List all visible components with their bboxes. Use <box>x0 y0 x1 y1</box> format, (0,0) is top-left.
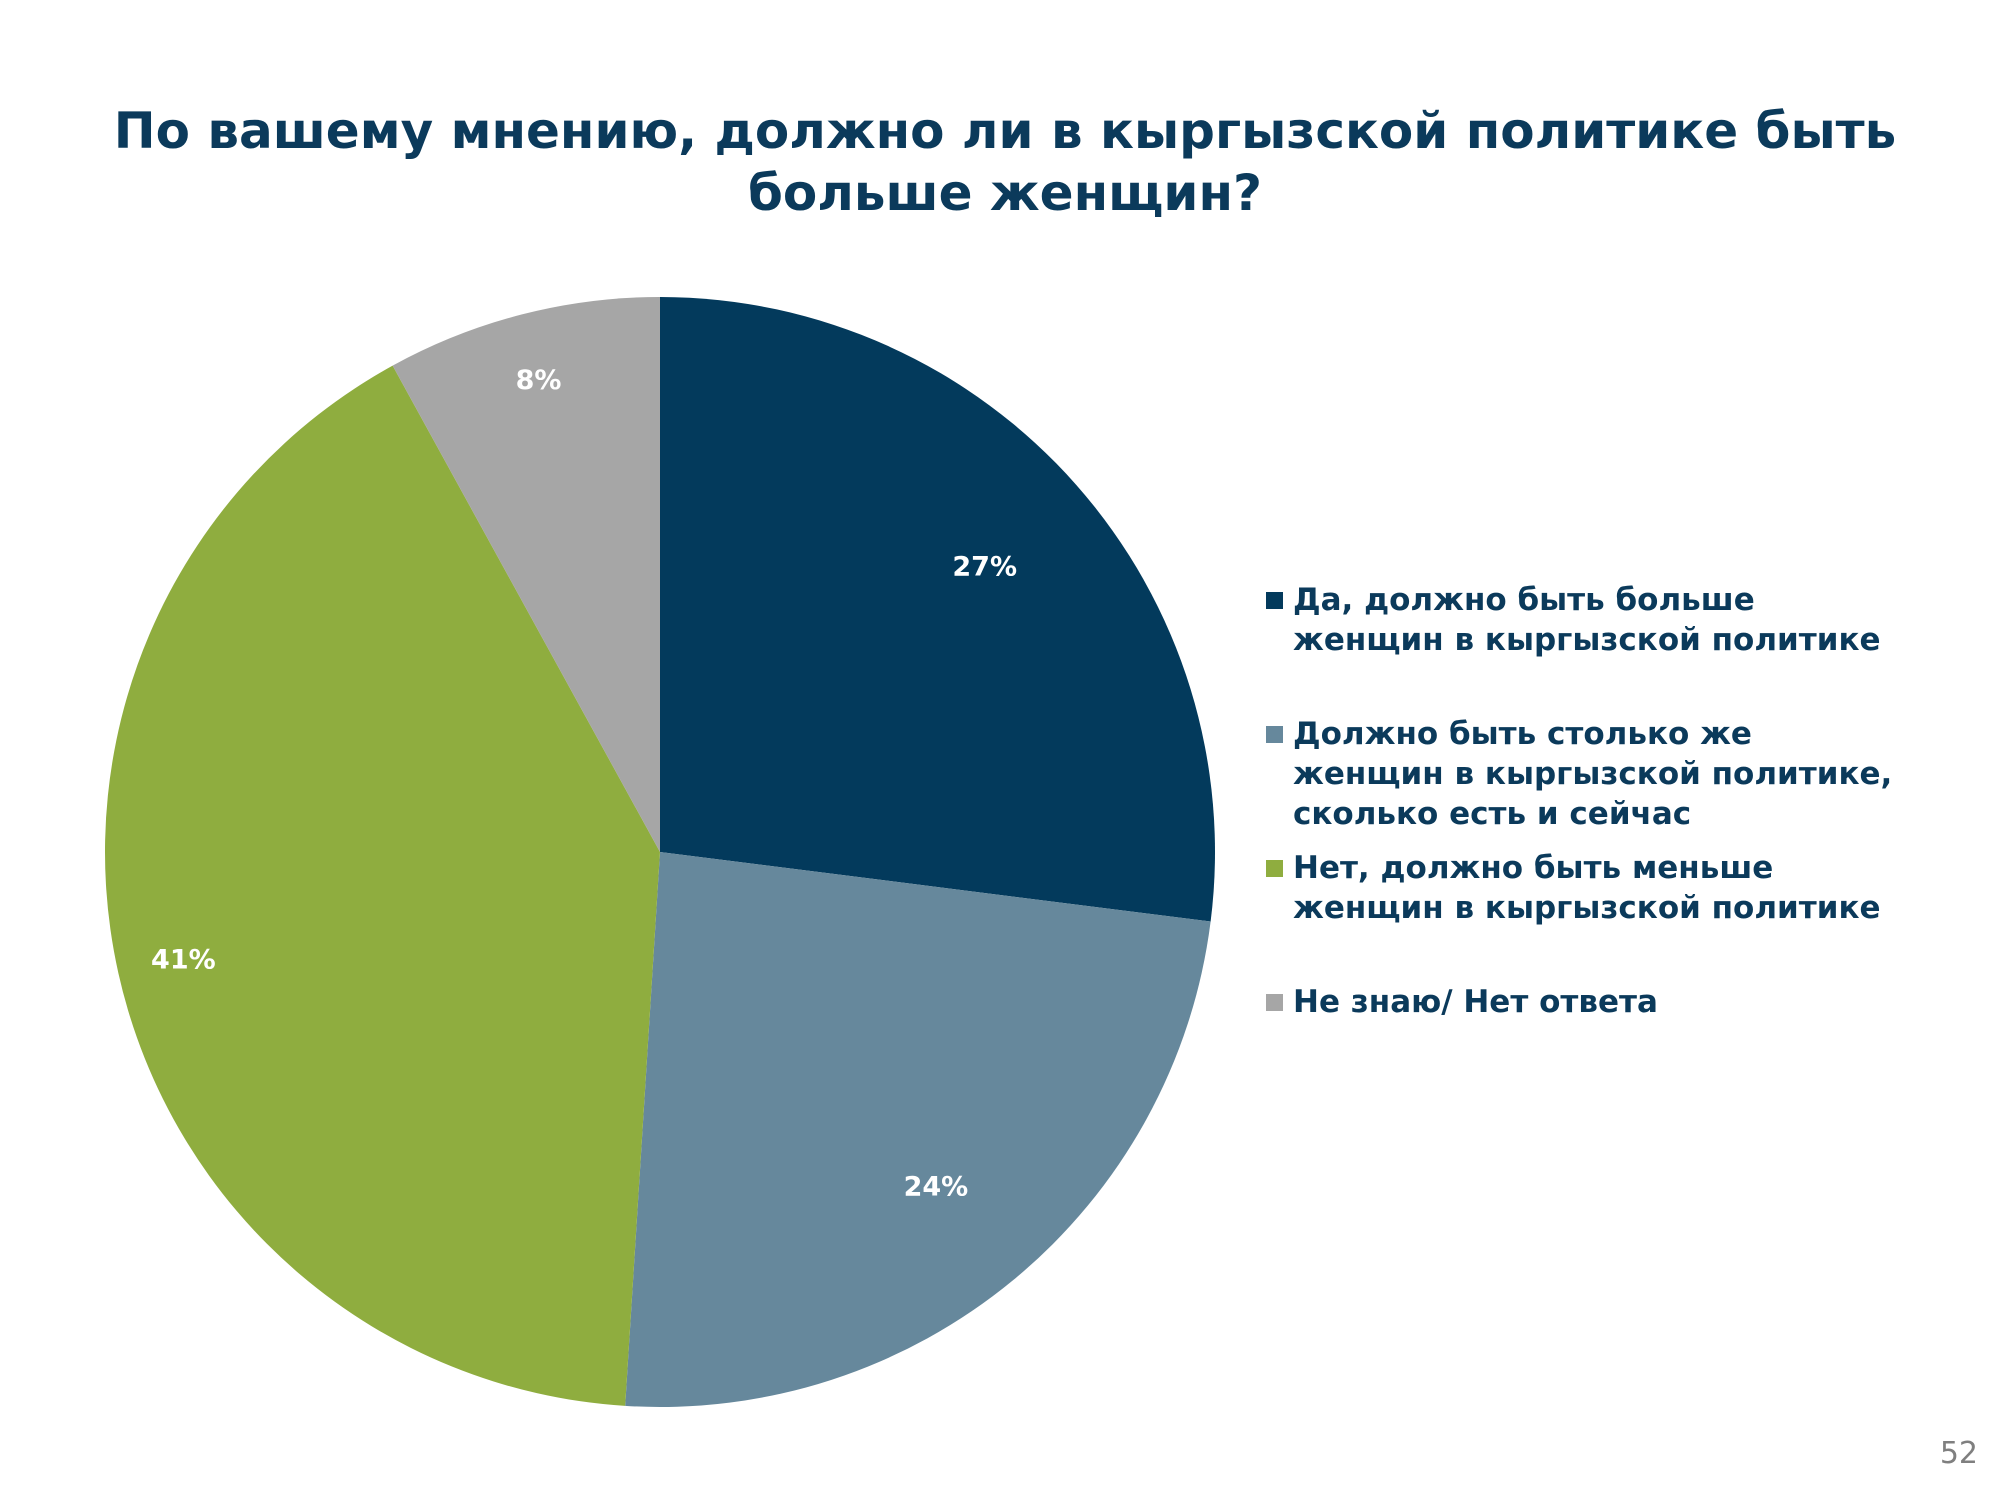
legend-item: Должно быть столько же женщин в кыргызск… <box>1266 714 1892 834</box>
legend-swatch <box>1266 726 1283 743</box>
pie-slice <box>104 365 660 1406</box>
chart-title: По вашему мнению, должно ли в кыргызской… <box>113 102 1897 222</box>
legend-swatch <box>1266 592 1283 609</box>
data-label: 41% <box>151 945 216 976</box>
legend-swatch <box>1266 860 1283 877</box>
legend-item: Да, должно быть больше женщин в кыргызск… <box>1266 580 1881 660</box>
data-label: 24% <box>904 1172 969 1203</box>
legend-item: Не знаю/ Нет ответа <box>1266 982 1658 1022</box>
pie-slice <box>660 297 1215 922</box>
legend-label: Не знаю/ Нет ответа <box>1293 984 1658 1020</box>
legend-label: Да, должно быть больше женщин в кыргызск… <box>1293 582 1881 658</box>
legend-label: Нет, должно быть меньше женщин в кыргызс… <box>1293 850 1881 926</box>
legend-swatch <box>1266 994 1283 1011</box>
legend-label: Должно быть столько же женщин в кыргызск… <box>1293 716 1893 832</box>
data-label: 8% <box>516 365 562 396</box>
legend-item: Нет, должно быть меньше женщин в кыргызс… <box>1266 848 1881 928</box>
pie-slice <box>392 297 660 852</box>
page-number: 52 <box>1939 1436 1978 1471</box>
pie-slice <box>625 852 1211 1407</box>
data-label: 27% <box>952 552 1017 583</box>
legend: Да, должно быть больше женщин в кыргызск… <box>1266 580 1966 1080</box>
